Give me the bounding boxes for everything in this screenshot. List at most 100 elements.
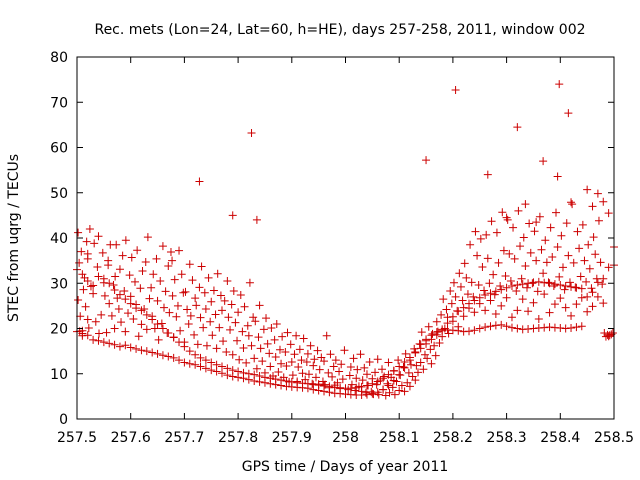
data-point bbox=[212, 344, 221, 353]
data-point bbox=[588, 302, 597, 311]
data-point bbox=[467, 278, 476, 287]
data-point bbox=[439, 295, 448, 304]
data-point bbox=[216, 291, 225, 300]
data-point bbox=[318, 377, 327, 386]
data-point bbox=[497, 320, 506, 329]
data-point bbox=[134, 332, 143, 341]
data-point bbox=[582, 277, 591, 286]
data-point bbox=[340, 346, 349, 355]
data-point bbox=[546, 223, 555, 232]
data-point bbox=[196, 353, 205, 362]
data-point bbox=[272, 319, 281, 328]
data-point bbox=[427, 359, 436, 368]
data-point bbox=[306, 341, 315, 350]
data-point bbox=[165, 308, 174, 317]
data-point bbox=[432, 330, 441, 339]
data-point bbox=[130, 277, 139, 286]
data-point bbox=[514, 206, 523, 215]
data-point bbox=[110, 340, 119, 349]
x-tick-label: 257.5 bbox=[57, 430, 97, 446]
data-point bbox=[502, 322, 511, 331]
data-point bbox=[233, 336, 242, 345]
data-point bbox=[179, 288, 188, 297]
data-point bbox=[97, 310, 106, 319]
data-point bbox=[247, 341, 256, 350]
data-point bbox=[314, 381, 323, 390]
data-point bbox=[99, 338, 108, 347]
data-point bbox=[86, 282, 95, 291]
data-point bbox=[302, 357, 311, 366]
data-point bbox=[345, 371, 354, 380]
data-point bbox=[234, 308, 243, 317]
data-point bbox=[172, 312, 181, 321]
data-point bbox=[121, 341, 130, 350]
data-point bbox=[149, 270, 158, 279]
data-point bbox=[572, 300, 581, 309]
data-point bbox=[569, 258, 578, 267]
data-point bbox=[94, 336, 103, 345]
data-point bbox=[91, 317, 100, 326]
data-point bbox=[110, 286, 119, 295]
data-point bbox=[125, 271, 134, 280]
data-point bbox=[154, 335, 163, 344]
data-point bbox=[459, 303, 468, 312]
data-point bbox=[204, 273, 213, 282]
data-point bbox=[217, 369, 226, 378]
data-point bbox=[168, 256, 177, 265]
data-point bbox=[539, 269, 548, 278]
data-point bbox=[224, 313, 233, 322]
data-point bbox=[120, 286, 129, 295]
data-point bbox=[331, 356, 340, 365]
data-point bbox=[395, 362, 404, 371]
data-point bbox=[572, 323, 581, 332]
data-point bbox=[115, 342, 124, 351]
data-point bbox=[133, 246, 142, 255]
data-point bbox=[156, 276, 165, 285]
data-point bbox=[142, 310, 151, 319]
data-point bbox=[498, 208, 507, 217]
data-point bbox=[346, 362, 355, 371]
data-point bbox=[278, 332, 287, 341]
y-tick-label: 80 bbox=[50, 50, 68, 66]
data-point bbox=[460, 259, 469, 268]
data-point bbox=[561, 303, 570, 312]
y-tick-label: 40 bbox=[50, 231, 68, 247]
data-point bbox=[416, 344, 425, 353]
data-point bbox=[446, 286, 455, 295]
data-point bbox=[147, 283, 156, 292]
data-point bbox=[294, 362, 303, 371]
data-point bbox=[497, 301, 506, 310]
data-point bbox=[212, 367, 221, 376]
data-point bbox=[550, 300, 559, 309]
data-point bbox=[223, 276, 232, 285]
data-point bbox=[207, 366, 216, 375]
data-point bbox=[588, 202, 597, 211]
data-point bbox=[335, 367, 344, 376]
data-point bbox=[252, 215, 261, 224]
data-point bbox=[384, 381, 393, 390]
data-point bbox=[90, 239, 99, 248]
data-point bbox=[352, 383, 361, 392]
data-point bbox=[384, 358, 393, 367]
data-point bbox=[507, 313, 516, 322]
data-point bbox=[428, 329, 437, 338]
data-point bbox=[266, 374, 275, 383]
x-tick-label: 257.8 bbox=[218, 430, 258, 446]
data-point bbox=[177, 270, 186, 279]
data-point bbox=[368, 379, 377, 388]
data-point bbox=[282, 362, 291, 371]
data-point bbox=[271, 353, 280, 362]
data-point bbox=[274, 367, 283, 376]
data-point bbox=[138, 267, 147, 276]
data-point bbox=[599, 299, 608, 308]
data-point bbox=[227, 300, 236, 309]
x-tick-label: 258.1 bbox=[379, 430, 419, 446]
data-point bbox=[74, 295, 83, 304]
data-point bbox=[153, 319, 162, 328]
data-point bbox=[337, 360, 346, 369]
y-tick-label: 60 bbox=[50, 141, 68, 157]
data-point bbox=[516, 242, 525, 251]
data-point bbox=[333, 378, 342, 387]
data-point bbox=[489, 270, 498, 279]
